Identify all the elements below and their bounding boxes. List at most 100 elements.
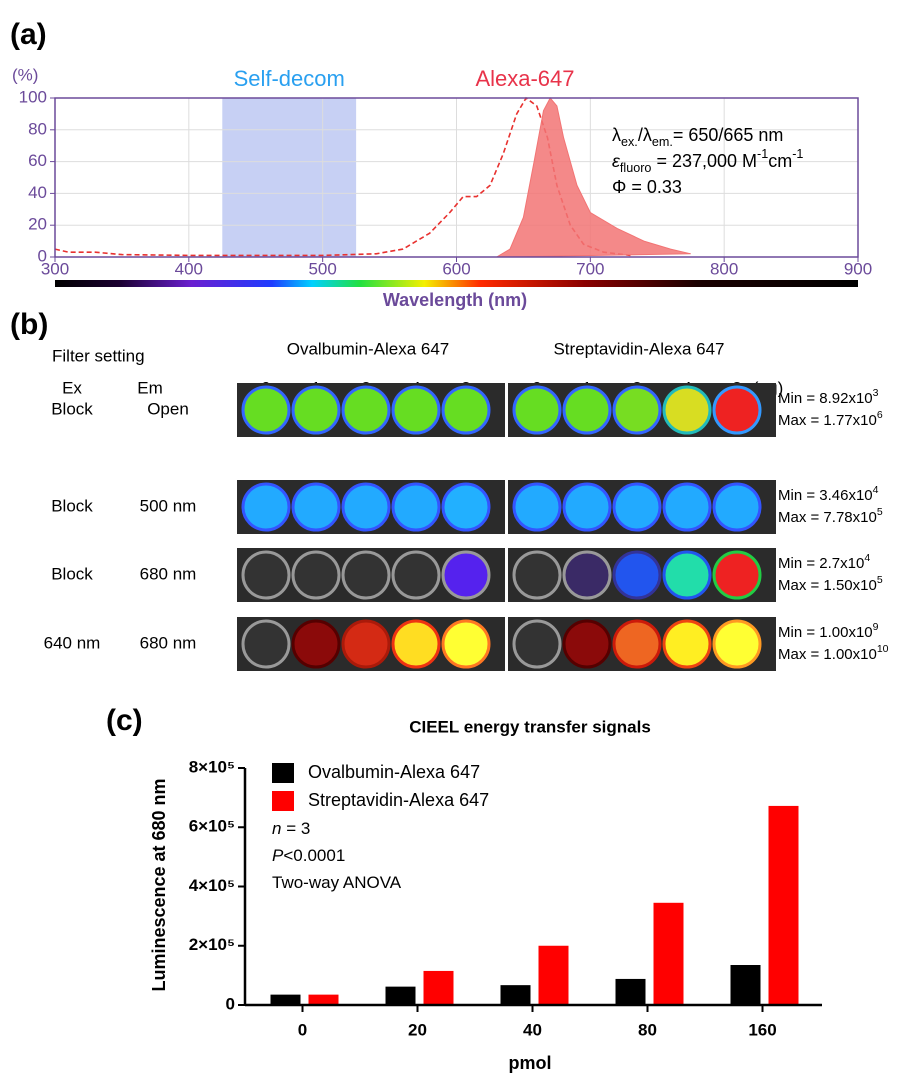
well bbox=[243, 484, 289, 530]
x-tick-label: 80 bbox=[638, 1020, 657, 1039]
well bbox=[664, 552, 710, 598]
well bbox=[343, 621, 389, 667]
note: P<0.0001 bbox=[272, 846, 345, 865]
bar bbox=[424, 971, 454, 1005]
well bbox=[514, 484, 560, 530]
group-label: Ovalbumin-Alexa 647 bbox=[287, 339, 450, 358]
well bbox=[343, 484, 389, 530]
well bbox=[714, 484, 760, 530]
text-segment: 5 bbox=[877, 506, 883, 518]
text-segment: 5 bbox=[877, 574, 883, 586]
ex-label: 640 nm bbox=[44, 633, 101, 652]
y-tick-label: 100 bbox=[19, 87, 47, 106]
text-segment: fluoro bbox=[620, 161, 652, 175]
text-segment: -1 bbox=[792, 147, 803, 161]
em-header: Em bbox=[137, 378, 163, 397]
well bbox=[564, 621, 610, 667]
legend-swatch bbox=[272, 791, 294, 811]
bar bbox=[616, 979, 646, 1005]
well bbox=[443, 484, 489, 530]
text-segment: /λ bbox=[638, 125, 652, 145]
well bbox=[393, 552, 439, 598]
y-tick-label: 0 bbox=[38, 246, 47, 265]
text-segment: Max = 1.50x10 bbox=[778, 577, 877, 594]
well bbox=[614, 552, 660, 598]
min-label: Min = 1.00x109 bbox=[778, 621, 879, 641]
text-segment: Min = 8.92x10 bbox=[778, 390, 873, 407]
text-segment: 10 bbox=[877, 643, 889, 655]
x-tick-label: 0 bbox=[298, 1020, 307, 1039]
em-label: 680 nm bbox=[140, 633, 197, 652]
x-tick-label: 700 bbox=[576, 259, 604, 278]
bar bbox=[539, 946, 569, 1005]
x-tick-label: 900 bbox=[844, 259, 872, 278]
em-label: Open bbox=[147, 399, 189, 418]
y-tick-label: 6×10⁵ bbox=[189, 817, 235, 836]
well bbox=[243, 552, 289, 598]
well bbox=[293, 552, 339, 598]
y-tick-label: 80 bbox=[28, 119, 47, 138]
text-segment: n bbox=[272, 819, 281, 838]
text-segment: Two-way ANOVA bbox=[272, 873, 402, 892]
text-segment: Min = 1.00x10 bbox=[778, 624, 873, 641]
x-axis-label: pmol bbox=[509, 1053, 552, 1073]
y-tick-label: 2×10⁵ bbox=[189, 935, 235, 954]
max-label: Max = 1.77x106 bbox=[778, 409, 883, 429]
text-segment: Min = 2.7x10 bbox=[778, 555, 864, 572]
em-label: 500 nm bbox=[140, 496, 197, 515]
ex-header: Ex bbox=[62, 378, 82, 397]
y-tick-label: 4×10⁵ bbox=[189, 876, 235, 895]
well bbox=[243, 621, 289, 667]
annotation: Φ = 0.33 bbox=[612, 177, 682, 197]
note: n = 3 bbox=[272, 819, 310, 838]
y-tick-label: 0 bbox=[226, 994, 235, 1013]
well bbox=[243, 387, 289, 433]
well bbox=[293, 484, 339, 530]
well bbox=[614, 484, 660, 530]
x-tick-label: 800 bbox=[710, 259, 738, 278]
well bbox=[614, 387, 660, 433]
well bbox=[564, 387, 610, 433]
text-segment: Max = 1.77x10 bbox=[778, 412, 877, 429]
chart-title: CIEEL energy transfer signals bbox=[409, 717, 651, 736]
bar bbox=[654, 903, 684, 1005]
y-tick-label: 40 bbox=[28, 183, 47, 202]
ex-label: Block bbox=[51, 564, 93, 583]
well bbox=[714, 552, 760, 598]
well bbox=[714, 387, 760, 433]
shaded-region bbox=[222, 98, 356, 257]
x-tick-label: 400 bbox=[175, 259, 203, 278]
well bbox=[514, 387, 560, 433]
well bbox=[714, 621, 760, 667]
legend-swatch bbox=[272, 763, 294, 783]
well bbox=[443, 552, 489, 598]
ex-label: Block bbox=[51, 399, 93, 418]
well bbox=[564, 484, 610, 530]
well bbox=[614, 621, 660, 667]
text-segment: -1 bbox=[757, 147, 768, 161]
text-segment: P bbox=[272, 846, 284, 865]
well bbox=[443, 621, 489, 667]
text-segment: 6 bbox=[877, 409, 883, 421]
well bbox=[343, 552, 389, 598]
text-segment: 4 bbox=[864, 552, 870, 564]
well bbox=[564, 552, 610, 598]
panel-label: (c) bbox=[106, 704, 143, 737]
well bbox=[664, 484, 710, 530]
well bbox=[393, 484, 439, 530]
panel-label: (b) bbox=[10, 308, 48, 341]
filter-setting-label: Filter setting bbox=[52, 346, 145, 365]
x-tick-label: 40 bbox=[523, 1020, 542, 1039]
text-segment: 9 bbox=[873, 621, 879, 633]
text-segment: em. bbox=[652, 135, 673, 149]
bar bbox=[386, 987, 416, 1005]
note: Two-way ANOVA bbox=[272, 873, 402, 892]
min-label: Min = 2.7x104 bbox=[778, 552, 870, 572]
text-segment: = 237,000 M bbox=[651, 151, 757, 171]
text-segment: λ bbox=[612, 125, 621, 145]
legend-label: Ovalbumin-Alexa 647 bbox=[308, 762, 480, 782]
text-segment: 3 bbox=[873, 387, 879, 399]
well bbox=[664, 621, 710, 667]
max-label: Max = 1.50x105 bbox=[778, 574, 883, 594]
well bbox=[393, 387, 439, 433]
